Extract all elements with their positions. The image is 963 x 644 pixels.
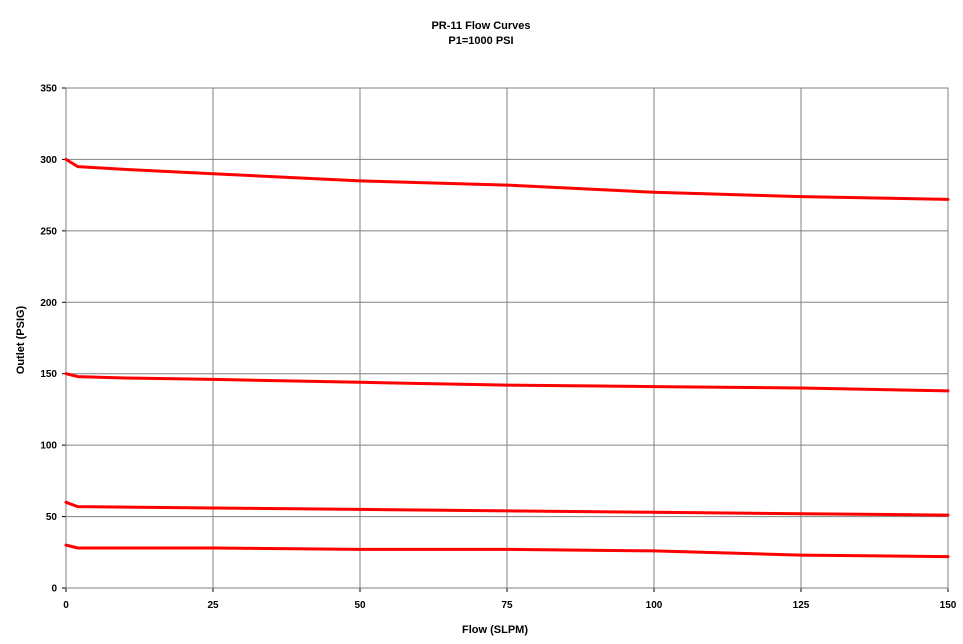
x-tick-labels: 0 25 50 75 100 125 150 [63, 600, 957, 611]
x-tick-label: 25 [207, 600, 219, 611]
series-line-3 [64, 500, 950, 517]
y-tick-label: 350 [40, 84, 57, 95]
y-tick-label: 300 [40, 155, 57, 166]
grid [62, 87, 949, 592]
x-axis-title: Flow (SLPM) [462, 624, 528, 636]
series-line-4 [64, 543, 950, 559]
y-tick-label: 200 [40, 298, 57, 309]
y-tick-label: 150 [40, 369, 57, 380]
x-tick-label: 50 [354, 600, 366, 611]
chart-subtitle: P1=1000 PSI [448, 35, 513, 47]
x-tick-label: 75 [501, 600, 513, 611]
y-tick-label: 0 [51, 584, 57, 595]
y-tick-label: 250 [40, 226, 57, 237]
series-line-2 [64, 372, 950, 393]
series-line-1 [64, 157, 950, 201]
y-axis-title: Outlet (PSIG) [15, 305, 27, 374]
chart-title: PR-11 Flow Curves [431, 20, 530, 32]
x-tick-label: 125 [793, 600, 810, 611]
x-tick-label: 150 [940, 600, 957, 611]
y-tick-label: 50 [46, 512, 58, 523]
plot-area-border [65, 87, 949, 589]
x-tick-label: 100 [646, 600, 663, 611]
y-tick-labels: 0 50 100 150 200 250 300 350 [40, 84, 57, 595]
y-tick-label: 100 [40, 441, 57, 452]
x-tick-label: 0 [63, 600, 69, 611]
series-lines [64, 157, 950, 559]
